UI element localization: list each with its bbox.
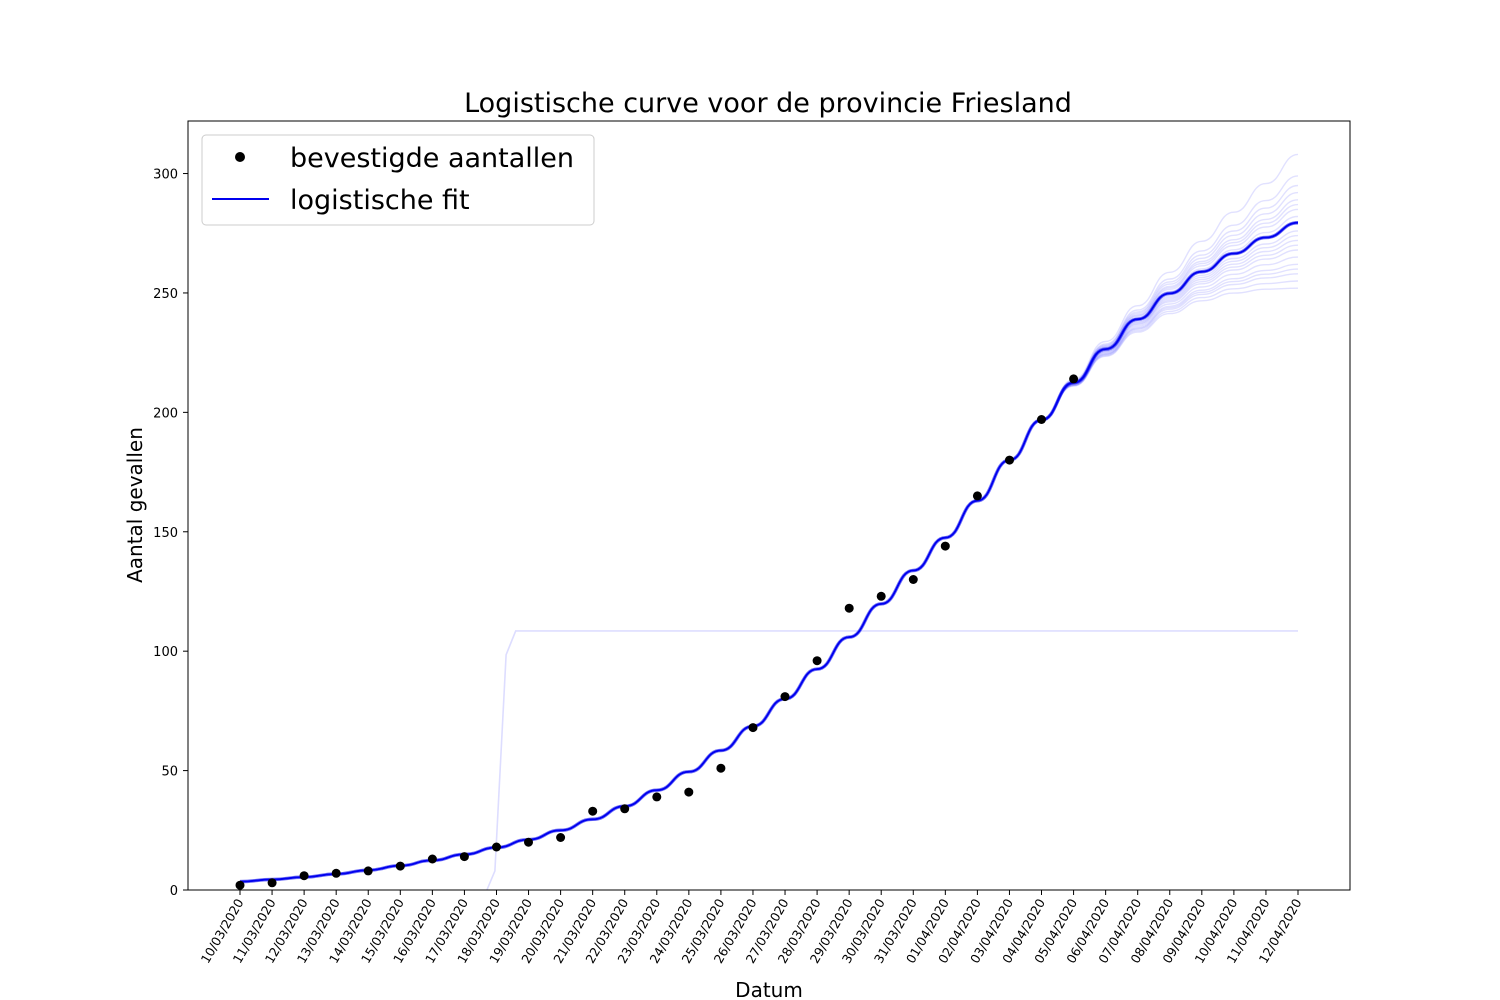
data-point xyxy=(427,854,437,864)
data-point xyxy=(844,603,854,613)
data-point xyxy=(716,763,726,773)
data-point xyxy=(684,787,694,797)
confirmed-cases-points xyxy=(235,374,1079,890)
legend-label-fit: logistische fit xyxy=(290,185,470,216)
y-tick-label: 300 xyxy=(153,168,178,183)
data-point xyxy=(267,878,277,888)
data-point xyxy=(1005,455,1014,465)
data-point xyxy=(395,861,405,871)
data-point xyxy=(331,868,341,878)
data-point xyxy=(556,833,566,842)
data-point xyxy=(588,806,598,816)
y-tick-label: 150 xyxy=(153,526,178,541)
plot-area xyxy=(188,121,1350,890)
bootstrap-fit-outlier xyxy=(486,630,1298,891)
plot-frame xyxy=(187,120,1351,891)
data-point xyxy=(1069,374,1079,384)
legend: bevestigde aantallen logistische fit xyxy=(201,134,595,226)
data-point xyxy=(748,723,758,733)
y-tick-label: 100 xyxy=(153,645,178,660)
data-point xyxy=(972,491,982,501)
y-tick-label: 50 xyxy=(161,765,178,780)
y-tick-label: 250 xyxy=(153,287,178,302)
data-point xyxy=(524,837,533,847)
data-point xyxy=(492,842,501,852)
data-point xyxy=(652,792,662,802)
x-axis: 10/03/202011/03/202012/03/202013/03/2020… xyxy=(198,890,1305,966)
y-axis-label: Aantal gevallen xyxy=(123,427,147,583)
legend-marker-points xyxy=(235,152,245,162)
x-axis-label: Datum xyxy=(735,978,803,1000)
data-point xyxy=(812,656,822,666)
data-point xyxy=(235,880,245,890)
y-tick-label: 200 xyxy=(153,406,178,421)
legend-box xyxy=(201,134,595,226)
legend-label-points: bevestigde aantallen xyxy=(290,143,574,174)
data-point xyxy=(1037,415,1046,424)
data-point xyxy=(363,866,373,876)
y-axis: 0 50 100 150 200 250 300 xyxy=(153,168,188,899)
data-point xyxy=(299,871,309,881)
data-point xyxy=(459,852,469,862)
data-point xyxy=(908,575,918,584)
y-tick-label: 0 xyxy=(170,884,178,899)
data-point xyxy=(940,541,950,551)
data-point xyxy=(876,591,886,601)
data-point xyxy=(780,692,790,702)
data-point xyxy=(620,804,630,814)
chart-title: Logistische curve voor de provincie Frie… xyxy=(464,88,1072,119)
